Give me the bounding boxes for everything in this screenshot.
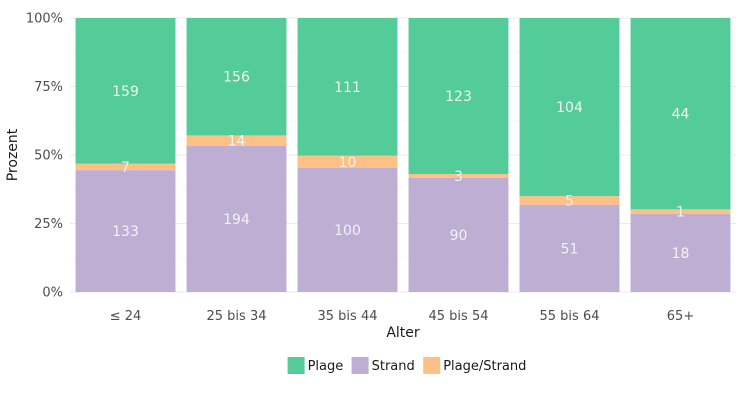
- data-label: 1: [676, 205, 685, 221]
- x-tick-label: ≤ 24: [110, 309, 142, 324]
- label-layer: 133 7 159 194 14 156 100 10 111 90 3 123 51 5 104 18 1 44: [112, 70, 689, 262]
- x-tick-label: 45 bis 54: [429, 309, 489, 324]
- bar-segment: [630, 209, 731, 214]
- bar-segment: [75, 18, 176, 164]
- x-tick-label: 65+: [667, 309, 694, 324]
- data-label: 133: [112, 224, 139, 240]
- data-label: 5: [565, 193, 574, 209]
- y-tick-label: 25%: [34, 217, 63, 232]
- bar-segment: [408, 174, 509, 178]
- data-label: 7: [121, 160, 130, 176]
- data-label: 100: [334, 223, 361, 239]
- bar-segment: [75, 163, 176, 171]
- y-tick-label: 75%: [34, 80, 63, 95]
- bar-segment: [186, 145, 287, 292]
- y-tick-label: 50%: [34, 149, 63, 164]
- data-label: 3: [454, 169, 463, 185]
- x-tick-label: 25 bis 34: [207, 309, 267, 324]
- data-label: 14: [228, 134, 246, 150]
- bar-segment: [519, 196, 620, 205]
- data-label: 10: [339, 155, 357, 171]
- data-label: 18: [672, 246, 690, 262]
- legend: Plage Strand Plage/Strand: [287, 357, 526, 374]
- bar-segment: [408, 18, 509, 175]
- bar-segment: [297, 168, 398, 292]
- bar-segment: [519, 18, 620, 197]
- bar-segment: [186, 18, 287, 136]
- x-axis-title: Alter: [386, 325, 420, 341]
- x-tick-label: 55 bis 64: [540, 309, 600, 324]
- bar-segment: [75, 170, 176, 292]
- bar-segment: [519, 204, 620, 292]
- data-label: 159: [112, 84, 139, 100]
- data-label: 123: [445, 89, 472, 105]
- data-label: 156: [223, 70, 250, 86]
- data-label: 111: [334, 80, 361, 96]
- legend-label: Plage: [308, 359, 344, 374]
- data-label: 194: [223, 212, 250, 228]
- legend-key: [287, 357, 305, 374]
- x-tick-label: 35 bis 44: [318, 309, 378, 324]
- data-label: 44: [672, 107, 690, 123]
- bar-segment: [297, 18, 398, 156]
- bar-segment: [186, 135, 287, 146]
- legend-label: Strand: [372, 359, 415, 374]
- legend-key: [423, 357, 441, 374]
- bar-segment: [297, 155, 398, 169]
- bar-segment: [630, 18, 731, 210]
- legend-key: [351, 357, 369, 374]
- data-label: 104: [556, 100, 583, 116]
- bar-segment: [630, 213, 731, 292]
- y-tick-label: 0%: [42, 286, 63, 301]
- bar-layer: [75, 18, 731, 292]
- y-axis-title: Prozent: [5, 128, 21, 181]
- legend-label: Plage/Strand: [443, 359, 526, 374]
- axis-layer: 0% 25% 50% 75% 100% ≤ 24 25 bis 34 35 bis 44 45 …: [26, 12, 694, 325]
- data-label: 90: [450, 228, 468, 244]
- bar-segment: [408, 177, 509, 292]
- y-tick-label: 100%: [26, 12, 63, 27]
- data-label: 51: [561, 241, 579, 257]
